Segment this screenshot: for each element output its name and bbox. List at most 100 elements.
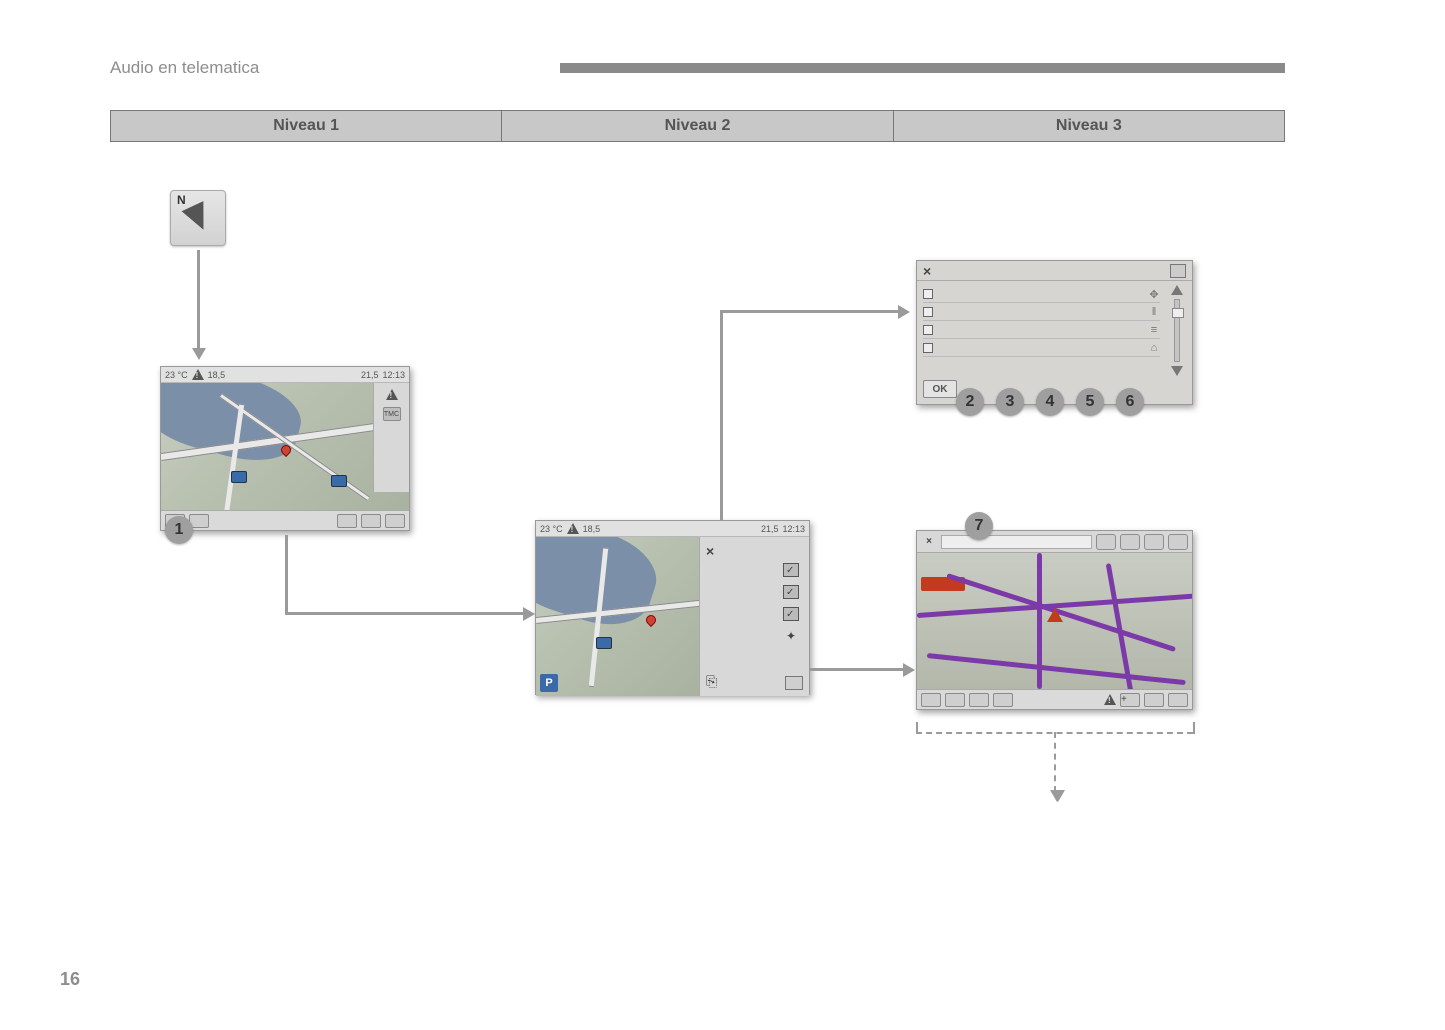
temp-readout: 23 °C (165, 370, 188, 380)
checkbox-icon[interactable] (923, 307, 933, 317)
topbar-btn-d[interactable] (1168, 534, 1188, 550)
compass-n-label: N (177, 193, 186, 207)
map1-sidecol: TMC (373, 383, 409, 492)
warning-icon-2 (567, 523, 579, 535)
map2-side-panel: × ✓ ✓ ✓ ✦ ⎘ (699, 537, 809, 696)
close-icon-2[interactable]: × (923, 263, 931, 279)
option-check-1[interactable]: ✓ (783, 563, 799, 577)
toolbar-btn-c[interactable] (337, 514, 357, 528)
row2-end-icon: ‖ (1148, 306, 1160, 318)
settings-ok-row: OK (923, 378, 957, 400)
checkbox-icon[interactable] (923, 289, 933, 299)
dashed-continuation (1054, 732, 1056, 792)
page-number: 16 (60, 969, 80, 990)
option-check-3[interactable]: ✓ (783, 607, 799, 621)
row3-end-icon: ≡ (1148, 324, 1160, 336)
level-1-header: Niveau 1 (111, 111, 502, 141)
slider-thumb[interactable] (1172, 308, 1184, 318)
hvac-left: 18,5 (208, 370, 226, 380)
settings-topbar: × (917, 261, 1192, 281)
option-check-2[interactable]: ✓ (783, 585, 799, 599)
callout-6: 6 (1116, 388, 1144, 416)
tb-btn-3[interactable] (969, 693, 989, 707)
tb-btn-1[interactable] (921, 693, 941, 707)
settings-row-4[interactable]: ⌂ (923, 339, 1160, 357)
traffic-bottombar: + (917, 689, 1192, 709)
traffic-body (917, 553, 1192, 689)
page-header: Audio en telematica (110, 58, 259, 78)
topbar-btn-c[interactable] (1144, 534, 1164, 550)
connector-3a (720, 310, 723, 520)
vertical-slider[interactable] (1168, 285, 1186, 376)
statusbar-1: 23 °C 18,5 21,5 12:13 (161, 367, 409, 383)
row4-end-icon: ⌂ (1148, 342, 1160, 354)
settings-row-3[interactable]: ≡ (923, 321, 1160, 339)
nav-screen-2: 23 °C 18,5 21,5 12:13 P × ✓ ✓ ✓ (535, 520, 810, 695)
route-badge-3 (596, 637, 612, 649)
settings-row-1[interactable]: ✥ (923, 285, 1160, 303)
map-body-2: P (536, 537, 699, 696)
header-rule (560, 63, 1285, 73)
zoom-out-icon-2[interactable] (1144, 693, 1164, 707)
settings-topright-icon[interactable] (1170, 264, 1186, 278)
callout-3: 3 (996, 388, 1024, 416)
tb-btn-plus[interactable]: + (1120, 693, 1140, 707)
search-field[interactable] (941, 535, 1092, 549)
hvac-right-2: 21,5 (761, 524, 779, 534)
side-tmc-icon: TMC (383, 407, 401, 421)
clock-readout-2: 12:13 (782, 524, 805, 534)
settings-row-2[interactable]: ‖ (923, 303, 1160, 321)
tb-warning-icon[interactable] (1104, 694, 1116, 706)
connector-3b (720, 310, 900, 313)
close-icon[interactable]: × (706, 543, 803, 559)
close-icon-3[interactable]: × (921, 536, 937, 547)
callout-5: 5 (1076, 388, 1104, 416)
callout-4: 4 (1036, 388, 1064, 416)
grid-icon[interactable] (785, 676, 803, 690)
slider-up-icon[interactable] (1171, 285, 1183, 295)
connector-2b (285, 612, 525, 615)
settings-list-screen: × ✥ ‖ ≡ ⌂ OK (916, 260, 1193, 405)
callout-1: 1 (165, 516, 193, 544)
compass-icon: N (170, 190, 226, 246)
nav-screen-1: 23 °C 18,5 21,5 12:13 TMC (160, 366, 410, 531)
callout-7: 7 (965, 512, 993, 540)
tb-btn-2[interactable] (945, 693, 965, 707)
traffic-topbar: × (917, 531, 1192, 553)
level-table: Niveau 1 Niveau 2 Niveau 3 (110, 110, 1285, 142)
map-body-1: TMC (161, 383, 409, 512)
map1-bottombar (161, 510, 409, 530)
statusbar-2: 23 °C 18,5 21,5 12:13 (536, 521, 809, 537)
zoom-in-icon-2[interactable] (1168, 693, 1188, 707)
hvac-right: 21,5 (361, 370, 379, 380)
route-badge-2 (331, 475, 347, 487)
flow-diagram: N 23 °C 18,5 21,5 12:13 TMC (110, 160, 1285, 860)
zoom-out-icon[interactable] (361, 514, 381, 528)
option-misc-icon[interactable]: ✦ (783, 629, 799, 643)
route-badge-1 (231, 471, 247, 483)
settings-rows: ✥ ‖ ≡ ⌂ (917, 281, 1166, 361)
compass-arrow-icon (182, 201, 215, 235)
traffic-map-screen: × + (916, 530, 1193, 710)
zoom-in-icon[interactable] (385, 514, 405, 528)
checkbox-icon[interactable] (923, 343, 933, 353)
ok-button[interactable]: OK (923, 380, 957, 398)
callout-2: 2 (956, 388, 984, 416)
row1-end-icon: ✥ (1148, 288, 1160, 300)
dashed-arrowhead-icon (1050, 790, 1064, 802)
side-warning-icon (386, 389, 398, 401)
topbar-btn-a[interactable] (1096, 534, 1116, 550)
copy-icon[interactable]: ⎘ (706, 673, 717, 690)
connector-4 (810, 668, 905, 671)
slider-track[interactable] (1174, 299, 1180, 362)
map-marker-icon-2 (644, 613, 658, 627)
temp-readout-2: 23 °C (540, 524, 563, 534)
checkbox-icon[interactable] (923, 325, 933, 335)
level-2-header: Niveau 2 (502, 111, 893, 141)
purple-road-4 (927, 653, 1186, 685)
tb-btn-4[interactable] (993, 693, 1013, 707)
topbar-btn-b[interactable] (1120, 534, 1140, 550)
hvac-left-2: 18,5 (583, 524, 601, 534)
connector-1 (197, 250, 200, 350)
slider-down-icon[interactable] (1171, 366, 1183, 376)
